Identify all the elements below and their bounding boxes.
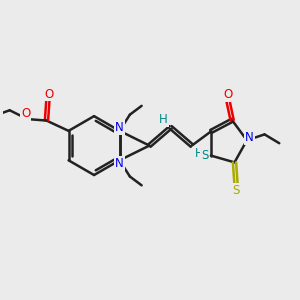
Text: S: S (232, 184, 240, 196)
Text: O: O (21, 107, 31, 120)
Text: N: N (245, 131, 254, 144)
Text: O: O (223, 88, 232, 101)
Text: O: O (44, 88, 53, 100)
Text: H: H (159, 112, 168, 126)
Text: H: H (195, 147, 203, 160)
Text: N: N (115, 121, 124, 134)
Text: N: N (115, 157, 124, 170)
Text: S: S (201, 149, 208, 162)
